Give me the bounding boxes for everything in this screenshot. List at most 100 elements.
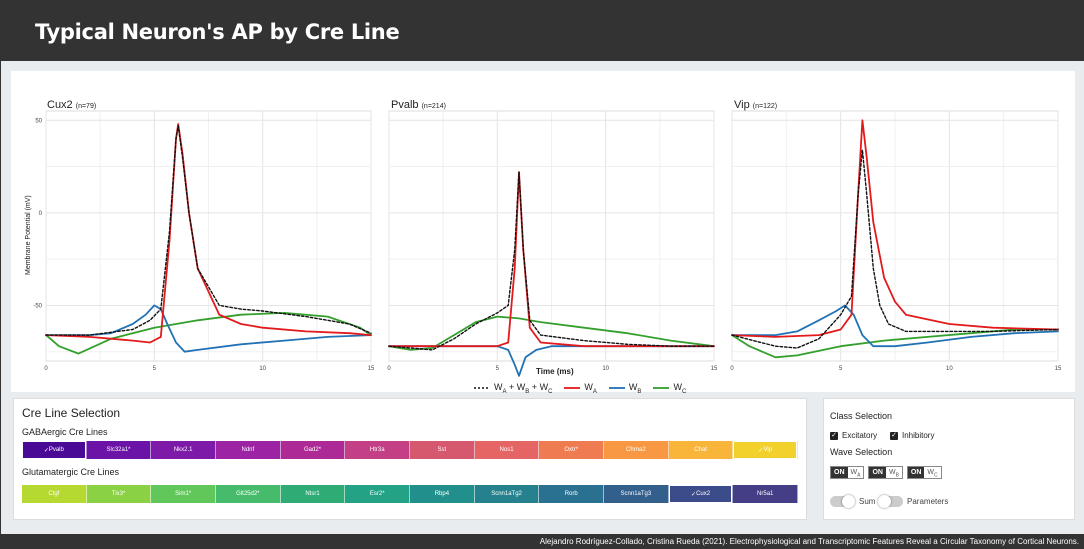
glut-label: Glutamatergic Cre Lines	[22, 467, 120, 477]
y-tick-label: 0	[39, 211, 43, 217]
plot-title-vip: Vip (n=122)	[734, 99, 777, 111]
series-line-wa-wb-wc	[388, 171, 715, 351]
header-bar: Typical Neuron's AP by Cre Line	[1, 1, 1084, 61]
legend-swatch-wb	[608, 387, 625, 389]
chart-vip: 0 5 10 15	[730, 110, 1062, 372]
gaba-button-chat[interactable]: Chat	[668, 441, 734, 459]
sum-switch[interactable]: Sum	[830, 495, 876, 508]
x-tick-label: 10	[602, 366, 609, 372]
x-tick-label: 15	[711, 366, 718, 372]
gaba-button-label: Pvalb	[48, 447, 64, 453]
gaba-button-nos1[interactable]: Nos1	[474, 441, 540, 459]
chart-cux2: 0 5 10 15 50 0 -50	[33, 110, 375, 372]
gaba-button-oxtr[interactable]: Oxtr*	[539, 441, 605, 459]
gaba-button-gad2[interactable]: Gad2*	[280, 441, 346, 459]
sum-label: Sum	[859, 497, 876, 506]
gaba-button-htr3a[interactable]: Htr3a	[345, 441, 411, 459]
gaba-button-pvalb[interactable]: ✓ Pvalb	[22, 441, 87, 459]
x-tick-label: 15	[368, 366, 375, 372]
x-axis-title: Time (ms)	[536, 367, 574, 376]
glut-button-sim1[interactable]: Sim1*	[151, 485, 217, 503]
series-line-wb	[731, 304, 1059, 348]
glut-button-label: Rbp4	[434, 491, 450, 497]
glut-button-label: Sim1*	[175, 491, 192, 497]
wave-a-label: WA	[847, 467, 864, 478]
gaba-button-sst[interactable]: Sst	[410, 441, 475, 459]
gaba-button-chrna2[interactable]: Chrna2	[604, 441, 669, 459]
x-tick-label: 15	[1055, 366, 1062, 372]
series-line-wa-wb-wc	[731, 149, 1059, 349]
x-tick-label: 5	[153, 366, 157, 372]
gaba-button-slc32a1[interactable]: Slc32a1*	[86, 441, 152, 459]
checkmark-icon: ✓	[43, 447, 49, 454]
glut-button-tlx3[interactable]: Tlx3*	[86, 485, 152, 503]
citation: Alejandro Rodríguez-Collado, Cristina Ru…	[539, 537, 1079, 546]
plots-svg: 0 5 10 15 50 0 -50 0 5 10 15 0 5 10 15	[33, 110, 1062, 377]
chart-legend: WA + WB + WC WA WB WC	[474, 381, 698, 395]
series-line-wa-wb-wc	[45, 125, 372, 336]
y-axis-title: Membrane Potential (mV)	[25, 195, 32, 275]
chart-pvalb: 0 5 10 15	[387, 110, 718, 377]
plots-panel: 0 5 10 15 50 0 -50 0 5 10 15 0 5 10 15 Cux2 (n=79) Pva…	[11, 71, 1075, 395]
glut-button-scnn1atg2[interactable]: Scnn1aTg2	[474, 485, 540, 503]
x-tick-label: 0	[730, 366, 734, 372]
gaba-button-label: Nos1	[499, 447, 514, 453]
class-selection-title: Class Selection	[830, 411, 893, 421]
glut-button-row: Ctgf Tlx3* Sim1* Glt25d2* Ntsr1 Esr2* Rbp4 Scnn…	[22, 485, 799, 503]
gaba-button-label: Chat	[694, 447, 707, 453]
wave-c-label: WC	[924, 467, 941, 478]
gaba-button-nkx2-1[interactable]: Nkx2.1	[151, 441, 217, 459]
glut-button-scnn1atg3[interactable]: Scnn1aTg3	[604, 485, 669, 503]
main-area: 0 5 10 15 50 0 -50 0 5 10 15 0 5 10 15 Cux2 (n=79) Pva…	[1, 61, 1084, 534]
gaba-button-vip[interactable]: ✓ Vip	[733, 441, 799, 459]
excitatory-label: Excitatory	[842, 431, 878, 440]
gaba-button-label: Nkx2.1	[173, 447, 193, 453]
gaba-button-label: Ndnf	[241, 447, 255, 453]
glut-button-label: Glt25d2*	[236, 491, 260, 497]
glut-button-ntsr1[interactable]: Ntsr1	[280, 485, 346, 503]
wave-b-label: WB	[885, 467, 902, 478]
glut-button-label: Scnn1aTg2	[491, 491, 522, 497]
wave-toggles: ON WA ON WB ON WC	[830, 466, 946, 479]
wave-a-toggle[interactable]: ON WA	[830, 466, 865, 479]
legend-swatch-sum	[474, 387, 490, 389]
parameters-switch-track	[878, 495, 903, 508]
legend-label-sum: WA + WB + WC	[494, 381, 553, 395]
footer-bar: Alejandro Rodríguez-Collado, Cristina Ru…	[1, 534, 1084, 549]
gaba-button-label: Gad2*	[304, 447, 322, 453]
glut-button-rbp4[interactable]: Rbp4	[410, 485, 475, 503]
glut-button-rorb[interactable]: Rorb	[539, 485, 605, 503]
y-tick-label: 50	[35, 118, 42, 124]
legend-swatch-wc	[653, 387, 670, 389]
inhibitory-checkbox[interactable]: ✓ Inhibitory	[890, 431, 934, 440]
x-tick-label: 10	[946, 366, 953, 372]
glut-button-glt25d2[interactable]: Glt25d2*	[216, 485, 281, 503]
legend-label-wa: WA	[584, 381, 597, 395]
plot-subtitle-cux2: (n=79)	[75, 103, 97, 110]
checkmark-icon: ✓	[830, 431, 838, 440]
wave-b-on: ON	[869, 467, 886, 478]
wave-a-on: ON	[831, 467, 848, 478]
checkmark-icon: ✓	[691, 491, 697, 498]
excitatory-checkbox[interactable]: ✓ Excitatory	[830, 431, 877, 440]
gaba-button-label: Vip	[763, 447, 773, 453]
glut-button-ctgf[interactable]: Ctgf	[22, 485, 87, 503]
parameters-switch[interactable]: Parameters	[878, 495, 948, 508]
glut-button-label: Scnn1aTg3	[620, 491, 652, 497]
sum-switch-track	[830, 495, 855, 508]
plot-title-cux2-name: Cux2	[47, 99, 73, 111]
plot-title-pvalb: Pvalb (n=214)	[391, 99, 446, 111]
glut-button-label: Ctgf	[48, 491, 60, 497]
glut-button-cux2[interactable]: ✓ Cux2	[668, 485, 734, 503]
checkmark-icon: ✓	[890, 431, 898, 440]
gaba-button-label: Sst	[437, 447, 447, 453]
glut-button-nr5a1[interactable]: Nr5a1	[733, 485, 799, 503]
glut-button-esr2[interactable]: Esr2*	[345, 485, 411, 503]
x-tick-label: 10	[259, 366, 266, 372]
wave-b-toggle[interactable]: ON WB	[868, 466, 903, 479]
glut-button-label: Ntsr1	[305, 491, 320, 497]
gaba-button-ndnf[interactable]: Ndnf	[216, 441, 281, 459]
wave-c-toggle[interactable]: ON WC	[906, 466, 942, 479]
glut-button-label: Nr5a1	[757, 491, 774, 497]
